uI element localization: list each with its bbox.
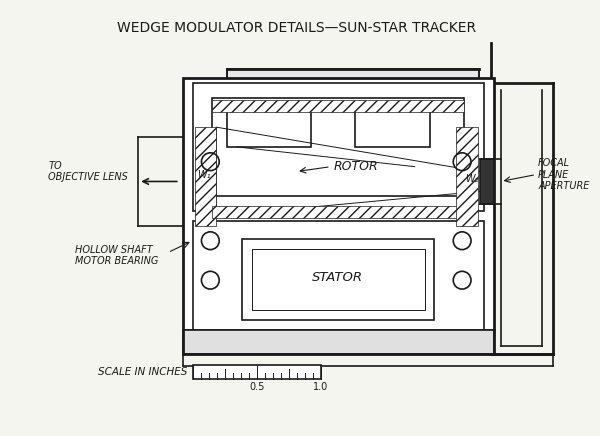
Text: TO
OBJECTIVE LENS: TO OBJECTIVE LENS bbox=[49, 161, 128, 182]
Bar bbox=[480, 159, 494, 204]
Bar bbox=[212, 100, 464, 112]
Bar bbox=[212, 82, 484, 99]
Bar bbox=[193, 83, 484, 211]
Bar bbox=[355, 107, 430, 147]
Text: WEDGE MODULATOR DETAILS—SUN-STAR TRACKER: WEDGE MODULATOR DETAILS—SUN-STAR TRACKER bbox=[116, 21, 476, 35]
Bar bbox=[227, 107, 311, 147]
Text: STATOR: STATOR bbox=[312, 271, 363, 284]
Text: 1.0: 1.0 bbox=[313, 382, 329, 392]
Bar bbox=[456, 127, 478, 226]
Bar bbox=[194, 127, 216, 226]
Bar bbox=[252, 249, 425, 310]
Bar bbox=[182, 78, 494, 330]
Text: W₁: W₁ bbox=[197, 170, 210, 180]
Text: W₂: W₂ bbox=[465, 174, 479, 184]
Text: 0.5: 0.5 bbox=[249, 382, 265, 392]
Bar bbox=[193, 365, 321, 379]
Bar bbox=[212, 98, 464, 196]
Bar bbox=[182, 330, 494, 354]
Bar bbox=[242, 239, 434, 320]
Bar bbox=[227, 69, 479, 83]
Text: HOLLOW SHAFT
MOTOR BEARING: HOLLOW SHAFT MOTOR BEARING bbox=[74, 245, 158, 266]
Text: FOCAL
PLANE
APERTURE: FOCAL PLANE APERTURE bbox=[538, 158, 590, 191]
Bar bbox=[212, 206, 464, 218]
Text: SCALE IN INCHES: SCALE IN INCHES bbox=[98, 367, 188, 377]
Text: ROTOR: ROTOR bbox=[333, 160, 378, 173]
Bar bbox=[193, 221, 484, 330]
